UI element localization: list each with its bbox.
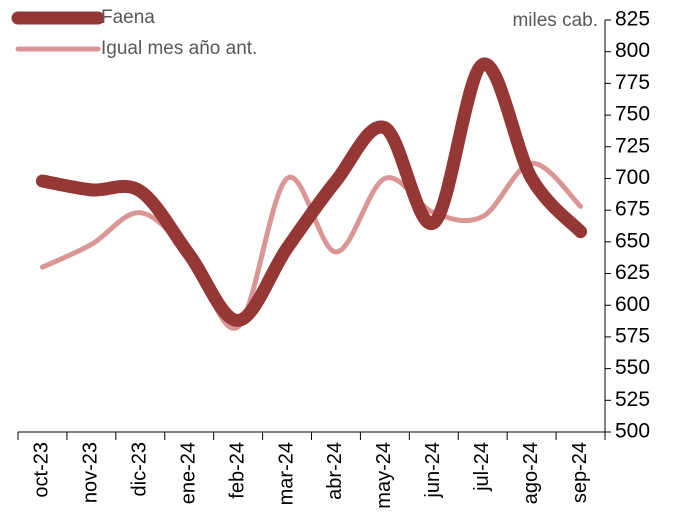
x-tick-label: jul-24 xyxy=(471,442,493,492)
y-tick-label: 525 xyxy=(615,388,650,411)
x-tick-label: ago-24 xyxy=(520,442,542,504)
x-tick-label: dic-23 xyxy=(129,442,151,496)
x-tick-label: oct-23 xyxy=(31,442,53,498)
unit-label: miles cab. xyxy=(512,10,598,31)
y-tick-label: 800 xyxy=(615,39,650,62)
y-tick-label: 750 xyxy=(615,103,650,126)
x-tick-label: feb-24 xyxy=(226,442,248,499)
y-tick-label: 825 xyxy=(615,8,650,31)
y-tick-label: 675 xyxy=(615,198,650,221)
x-tick-label: abr-24 xyxy=(324,442,346,500)
x-tick-label: mar-24 xyxy=(275,442,297,505)
y-tick-label: 550 xyxy=(615,356,650,379)
x-tick-label: sep-24 xyxy=(569,442,591,503)
legend-label: Igual mes año ant. xyxy=(101,38,257,59)
y-tick-label: 725 xyxy=(615,134,650,157)
x-tick-label: nov-23 xyxy=(80,442,102,503)
x-tick-label: may-24 xyxy=(373,442,395,509)
y-tick-label: 600 xyxy=(615,293,650,316)
x-tick-label: ene-24 xyxy=(177,442,199,504)
y-tick-label: 500 xyxy=(615,420,650,443)
y-tick-label: 575 xyxy=(615,324,650,347)
series-line xyxy=(39,160,584,331)
y-tick-label: 650 xyxy=(615,229,650,252)
y-tick-label: 700 xyxy=(615,166,650,189)
x-tick-label: jun-24 xyxy=(422,442,444,499)
y-tick-label: 775 xyxy=(615,71,650,94)
y-tick-label: 625 xyxy=(615,261,650,284)
legend-label: Faena xyxy=(101,7,155,28)
series-line xyxy=(35,57,588,327)
